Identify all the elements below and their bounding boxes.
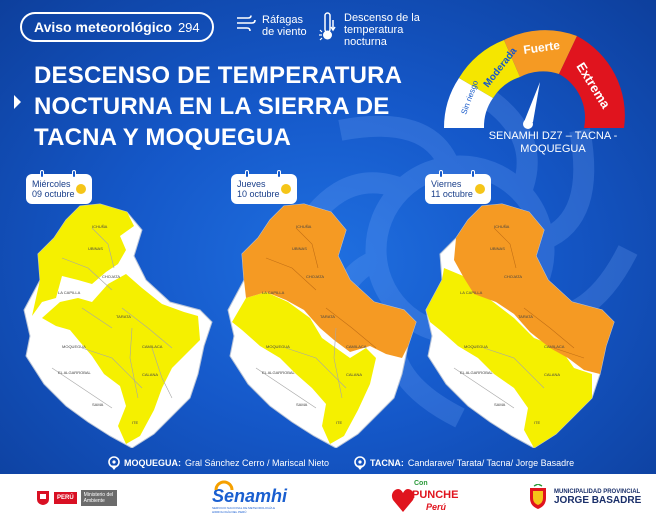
legend-wind-label: Ráfagas de viento — [262, 14, 307, 38]
peru-script-label: Perú — [426, 502, 447, 512]
day-tab-2: Jueves 10 octubre — [231, 170, 297, 204]
headline: DESCENSO DE TEMPERATURA NOCTURNA EN LA S… — [34, 60, 402, 153]
svg-text:CHOJATA: CHOJATA — [306, 274, 324, 279]
location-moquegua-label: MOQUEGUA: — [124, 458, 181, 468]
legend-temperature: Descenso de la temperatura nocturna — [318, 12, 422, 48]
aviso-title: Aviso meteorológico — [34, 19, 172, 35]
svg-text:CHOJATA: CHOJATA — [102, 274, 120, 279]
svg-text:CAMILACA: CAMILACA — [544, 344, 565, 349]
day-3-date: 11 octubre — [431, 189, 473, 199]
svg-text:CALANA: CALANA — [142, 372, 158, 377]
svg-text:LA CAPILLA: LA CAPILLA — [460, 290, 483, 295]
svg-text:LA CAPILLA: LA CAPILLA — [262, 290, 285, 295]
svg-text:ITE: ITE — [336, 420, 343, 425]
map-day-1: ICHUÑA UBINAS LA CAPILLA CHOJATA TARATA CAMI… — [23, 203, 213, 448]
svg-text:UBINAS: UBINAS — [490, 246, 505, 251]
senamhi-sun-icon — [214, 480, 234, 491]
municipalidad-logo: MUNICIPALIDAD PROVINCIAL JORGE BASADRE — [528, 484, 641, 510]
map-day-3: ICHUÑA UBINAS LA CAPILLA CHOJATA TARATA CAMI… — [425, 203, 615, 448]
svg-text:EL ALGARROBAL: EL ALGARROBAL — [262, 370, 296, 375]
coat-of-arms-icon — [530, 484, 546, 509]
location-pin-icon — [354, 456, 366, 470]
peru-label: PERÚ — [54, 492, 77, 504]
sun-dot-icon — [76, 184, 86, 194]
logos-bar: PERÚ Ministerio del Ambiente Senamhi SER… — [0, 474, 656, 524]
sun-dot-icon — [281, 184, 291, 194]
location-tacna-label: TACNA: — [370, 458, 404, 468]
day-3-name: Viernes — [431, 179, 462, 189]
svg-text:CAMILACA: CAMILACA — [142, 344, 163, 349]
peru-shield-icon — [37, 491, 49, 505]
svg-text:ITE: ITE — [534, 420, 541, 425]
svg-text:SAMA: SAMA — [494, 402, 506, 407]
location-moquegua-value: Gral Sánchez Cerro / Mariscal Nieto — [185, 458, 330, 468]
headline-marker — [14, 95, 21, 109]
gauge-segment-moderada — [459, 40, 520, 98]
jorge-basadre-label: JORGE BASADRE — [554, 494, 642, 506]
aviso-number: 294 — [177, 19, 200, 35]
svg-text:CHOJATA: CHOJATA — [504, 274, 522, 279]
svg-text:CALANA: CALANA — [544, 372, 560, 377]
day-2-date: 10 octubre — [237, 189, 280, 199]
svg-text:ICHUÑA: ICHUÑA — [296, 224, 312, 229]
municipalidad-label: MUNICIPALIDAD PROVINCIAL — [554, 488, 641, 495]
legend-wind: Ráfagas de viento — [236, 14, 310, 38]
con-label: Con — [414, 480, 428, 487]
location-tacna-value: Candarave/ Tarata/ Tacna/ Jorge Basadre — [407, 458, 575, 468]
day-1-name: Miércoles — [32, 179, 71, 189]
svg-text:TARATA: TARATA — [320, 314, 335, 319]
gauge-segment-extrema — [559, 36, 625, 128]
headline-line-2: NOCTURNA EN LA SIERRA DE — [34, 93, 390, 120]
svg-text:TARATA: TARATA — [116, 314, 131, 319]
headline-line-3: TACNA Y MOQUEGUA — [34, 124, 291, 151]
thermometer-cold-icon — [319, 12, 336, 41]
svg-text:CALANA: CALANA — [346, 372, 362, 377]
heart-icon — [391, 489, 415, 512]
punche-label: PUNCHE — [412, 489, 459, 501]
svg-text:MOQUEGUA: MOQUEGUA — [62, 344, 86, 349]
svg-text:UBINAS: UBINAS — [292, 246, 307, 251]
gauge-needle — [524, 82, 540, 122]
day-tab-1: Miércoles 09 octubre — [26, 170, 92, 204]
wind-icon — [237, 15, 256, 32]
location-moquegua: MOQUEGUA: Gral Sánchez Cerro / Mariscal … — [108, 456, 329, 470]
ministerio-label: Ministerio del Ambiente — [80, 490, 117, 506]
aviso-badge: Aviso meteorológico 294 — [20, 12, 214, 42]
svg-text:UBINAS: UBINAS — [88, 246, 103, 251]
gauge-source: SENAMHI DZ7 – TACNA - MOQUEGUA — [488, 130, 618, 155]
risk-gauge: Sin riesgo Moderada Fuerte Extrema — [443, 30, 625, 129]
sun-dot-icon — [475, 184, 485, 194]
svg-text:SAMA: SAMA — [296, 402, 308, 407]
day-tab-3: Viernes 11 octubre — [425, 170, 491, 204]
gauge-label-fuerte: Fuerte — [522, 38, 561, 57]
day-2-name: Jueves — [237, 179, 266, 189]
svg-text:MOQUEGUA: MOQUEGUA — [464, 344, 488, 349]
map-day-2: ICHUÑA UBINAS LA CAPILLA CHOJATA TARATA CAMI… — [227, 203, 417, 448]
svg-text:MOQUEGUA: MOQUEGUA — [266, 344, 290, 349]
gauge-segment-fuerte — [504, 30, 577, 77]
location-tacna: TACNA: Candarave/ Tarata/ Tacna/ Jorge B… — [354, 456, 574, 470]
ministerio-ambiente-logo: PERÚ Ministerio del Ambiente — [36, 490, 117, 506]
svg-text:ICHUÑA: ICHUÑA — [494, 224, 510, 229]
svg-text:ITE: ITE — [132, 420, 139, 425]
location-pin-icon — [108, 456, 120, 470]
svg-text:LA CAPILLA: LA CAPILLA — [58, 290, 81, 295]
svg-text:ICHUÑA: ICHUÑA — [92, 224, 108, 229]
day-1-date: 09 octubre — [32, 189, 75, 199]
svg-text:CAMILACA: CAMILACA — [346, 344, 367, 349]
weather-poster: Aviso meteorológico 294 Ráfagas de vient… — [0, 0, 656, 474]
headline-line-1: DESCENSO DE TEMPERATURA — [34, 62, 403, 89]
gauge-segment-sin-riesgo — [443, 78, 493, 128]
legend-temp-label: Descenso de la temperatura nocturna — [344, 12, 420, 48]
con-punche-peru-logo: Con PUNCHE Perú — [390, 480, 466, 518]
senamhi-logo: Senamhi SERVICIO NACIONAL DE METEOROLOGÍ… — [212, 480, 288, 514]
senamhi-subtitle: SERVICIO NACIONAL DE METEOROLOGÍA E HIDR… — [212, 506, 276, 514]
svg-text:TARATA: TARATA — [518, 314, 533, 319]
svg-text:SAMA: SAMA — [92, 402, 104, 407]
svg-text:EL ALGARROBAL: EL ALGARROBAL — [460, 370, 494, 375]
svg-text:EL ALGARROBAL: EL ALGARROBAL — [58, 370, 92, 375]
senamhi-label: Senamhi — [212, 486, 288, 506]
